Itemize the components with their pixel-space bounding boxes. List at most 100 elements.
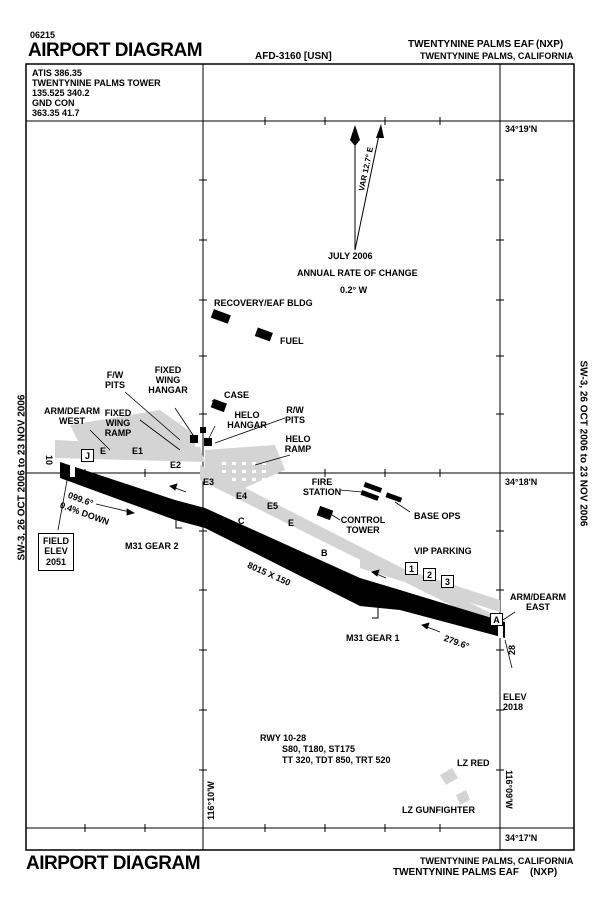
taxiway-a: A xyxy=(493,615,500,625)
map-frame xyxy=(25,63,575,851)
fuel-label: FUEL xyxy=(280,336,304,346)
lon-right-label: 116°09'W xyxy=(504,770,514,809)
taxiway-c: C xyxy=(238,516,245,526)
taxiway-e-lower: E xyxy=(288,518,295,528)
fw-hangar-bldg xyxy=(190,435,198,443)
airport-id: (NXP) xyxy=(536,39,564,50)
base-ops-bldg-1 xyxy=(363,482,383,493)
taxiway-a-box: A xyxy=(490,613,503,626)
page-title: AIRPORT DIAGRAM xyxy=(28,40,203,61)
arm-west-label-1: ARM/DEARM xyxy=(44,406,100,416)
field-elev-box: FIELD ELEV 2051 xyxy=(38,533,74,571)
runway-elev-value: 2018 xyxy=(503,702,524,712)
field-elev-leader xyxy=(57,474,69,531)
fw-ramp-label-3: RAMP xyxy=(104,428,132,438)
taxiway-j-box: J xyxy=(81,449,94,462)
helo-ramp-label-2: RAMP xyxy=(284,444,312,454)
vip-parking-label: VIP PARKING xyxy=(414,546,472,556)
lz-red-label: LZ RED xyxy=(457,758,490,768)
taxiway-e4: E4 xyxy=(236,491,248,501)
fw-hangar-label-2: WING xyxy=(155,375,181,385)
runway-strength-1: S80, T180, ST175 xyxy=(282,744,356,754)
helo-ramp-dots xyxy=(222,462,266,481)
lon-left-label: 116°10'W xyxy=(206,781,216,820)
runway-10-threshold xyxy=(70,461,75,477)
rate-of-change-label: ANNUAL RATE OF CHANGE xyxy=(297,268,418,278)
footer-title: AIRPORT DIAGRAM xyxy=(26,853,201,874)
afd-code: AFD-3160 [USN] xyxy=(255,51,332,62)
fw-hangar-label-1: FIXED xyxy=(154,365,182,375)
airport-location: TWENTYNINE PALMS, CALIFORNIA xyxy=(420,51,574,61)
lon-ticks-left xyxy=(199,179,207,771)
gear-2-marker xyxy=(175,515,182,529)
airport-name: TWENTYNINE PALMS EAF xyxy=(408,39,534,50)
footer-airport-name: TWENTYNINE PALMS EAF xyxy=(393,867,519,878)
helo-hangar-b xyxy=(204,438,212,446)
taxiway-e5: E5 xyxy=(267,501,279,511)
taxiway-e-west: E xyxy=(100,446,107,456)
vip-spot-2: 2 xyxy=(423,568,436,581)
rw-pits-label-2: PITS xyxy=(284,415,305,425)
direction-arrows xyxy=(95,483,441,633)
field-elev-label-2: ELEV xyxy=(44,546,68,556)
control-tower-label-2: TOWER xyxy=(346,525,380,535)
ground-label: GND CON xyxy=(32,98,75,108)
runway-elev-label: ELEV xyxy=(503,692,527,702)
runway-28-label: 28 xyxy=(507,644,518,656)
runway-strength-2: TT 320, TDT 850, TRT 520 xyxy=(282,755,391,765)
helo-hangar-label-1: HELO xyxy=(234,410,260,420)
footer-airport-id: (NXP) xyxy=(530,867,558,878)
arm-west-label-2: WEST xyxy=(59,416,85,426)
fw-ramp-label-2: WING xyxy=(105,418,131,428)
lz-gunfighter-label: LZ GUNFIGHTER xyxy=(402,805,475,815)
field-elev-value: 2051 xyxy=(45,557,67,567)
footer-location: TWENTYNINE PALMS, CALIFORNIA xyxy=(420,856,574,866)
arm-east-label-2: EAST xyxy=(525,602,550,612)
runway-designation: RWY 10-28 xyxy=(260,733,307,743)
case-label: CASE xyxy=(224,390,250,400)
fw-ramp-label-1: FIXED xyxy=(104,408,132,418)
rate-of-change-value: 0.2° W xyxy=(340,285,368,295)
ground-freq: 363.35 41.7 xyxy=(32,108,80,118)
helo-ramp-label-1: HELO xyxy=(285,434,311,444)
field-elev-label-1: FIELD xyxy=(43,536,69,546)
runway-28-threshold xyxy=(498,622,503,638)
tower-freq: 135.525 340.2 xyxy=(32,88,90,98)
elev-leader xyxy=(504,639,513,669)
fw-hangar-label-3: HANGAR xyxy=(148,385,188,395)
variation-date: JULY 2006 xyxy=(328,251,373,261)
leader-lines xyxy=(89,391,516,621)
vip-spot-3: 3 xyxy=(441,575,454,588)
fw-pits-label-2: PITS xyxy=(104,380,125,390)
base-ops-bldg-3 xyxy=(385,492,403,503)
vip-spot-1-label: 1 xyxy=(408,564,414,574)
fw-pits-label-1: F/W xyxy=(106,370,124,380)
taxiway-b: B xyxy=(321,548,328,558)
taxiway-e2: E2 xyxy=(170,460,182,470)
rw-pits-label-1: R/W xyxy=(286,405,304,415)
taxiways xyxy=(55,410,505,805)
gear-2-label: M31 GEAR 2 xyxy=(125,541,179,551)
tower-name: TWENTYNINE PALMS TOWER xyxy=(32,78,161,88)
fuel-bldg xyxy=(254,327,273,342)
true-north-arrow xyxy=(350,125,360,250)
gear-1-marker xyxy=(372,600,379,619)
control-tower-bldg xyxy=(316,505,334,521)
case-bldg xyxy=(210,398,227,413)
taxiway-e1: E1 xyxy=(132,446,144,456)
gear-1-label: M31 GEAR 1 xyxy=(346,633,400,643)
arm-east-label-1: ARM/DEARM xyxy=(510,592,566,602)
runway-10-28 xyxy=(60,462,505,638)
runway-10-label: 10 xyxy=(44,454,55,466)
taxiway-j: J xyxy=(84,451,90,461)
helo-hangar-a xyxy=(200,427,206,433)
doc-number: 06215 xyxy=(30,30,56,40)
recovery-bldg xyxy=(210,309,231,324)
arrestor-gear xyxy=(175,515,379,619)
control-tower-label-1: CONTROL xyxy=(340,515,386,525)
atis-freq: ATIS 386.35 xyxy=(32,68,82,78)
magnetic-north-arrow xyxy=(354,124,384,251)
lat-bottom-label: 34°17'N xyxy=(505,833,538,843)
vip-spot-3-label: 3 xyxy=(444,577,450,587)
